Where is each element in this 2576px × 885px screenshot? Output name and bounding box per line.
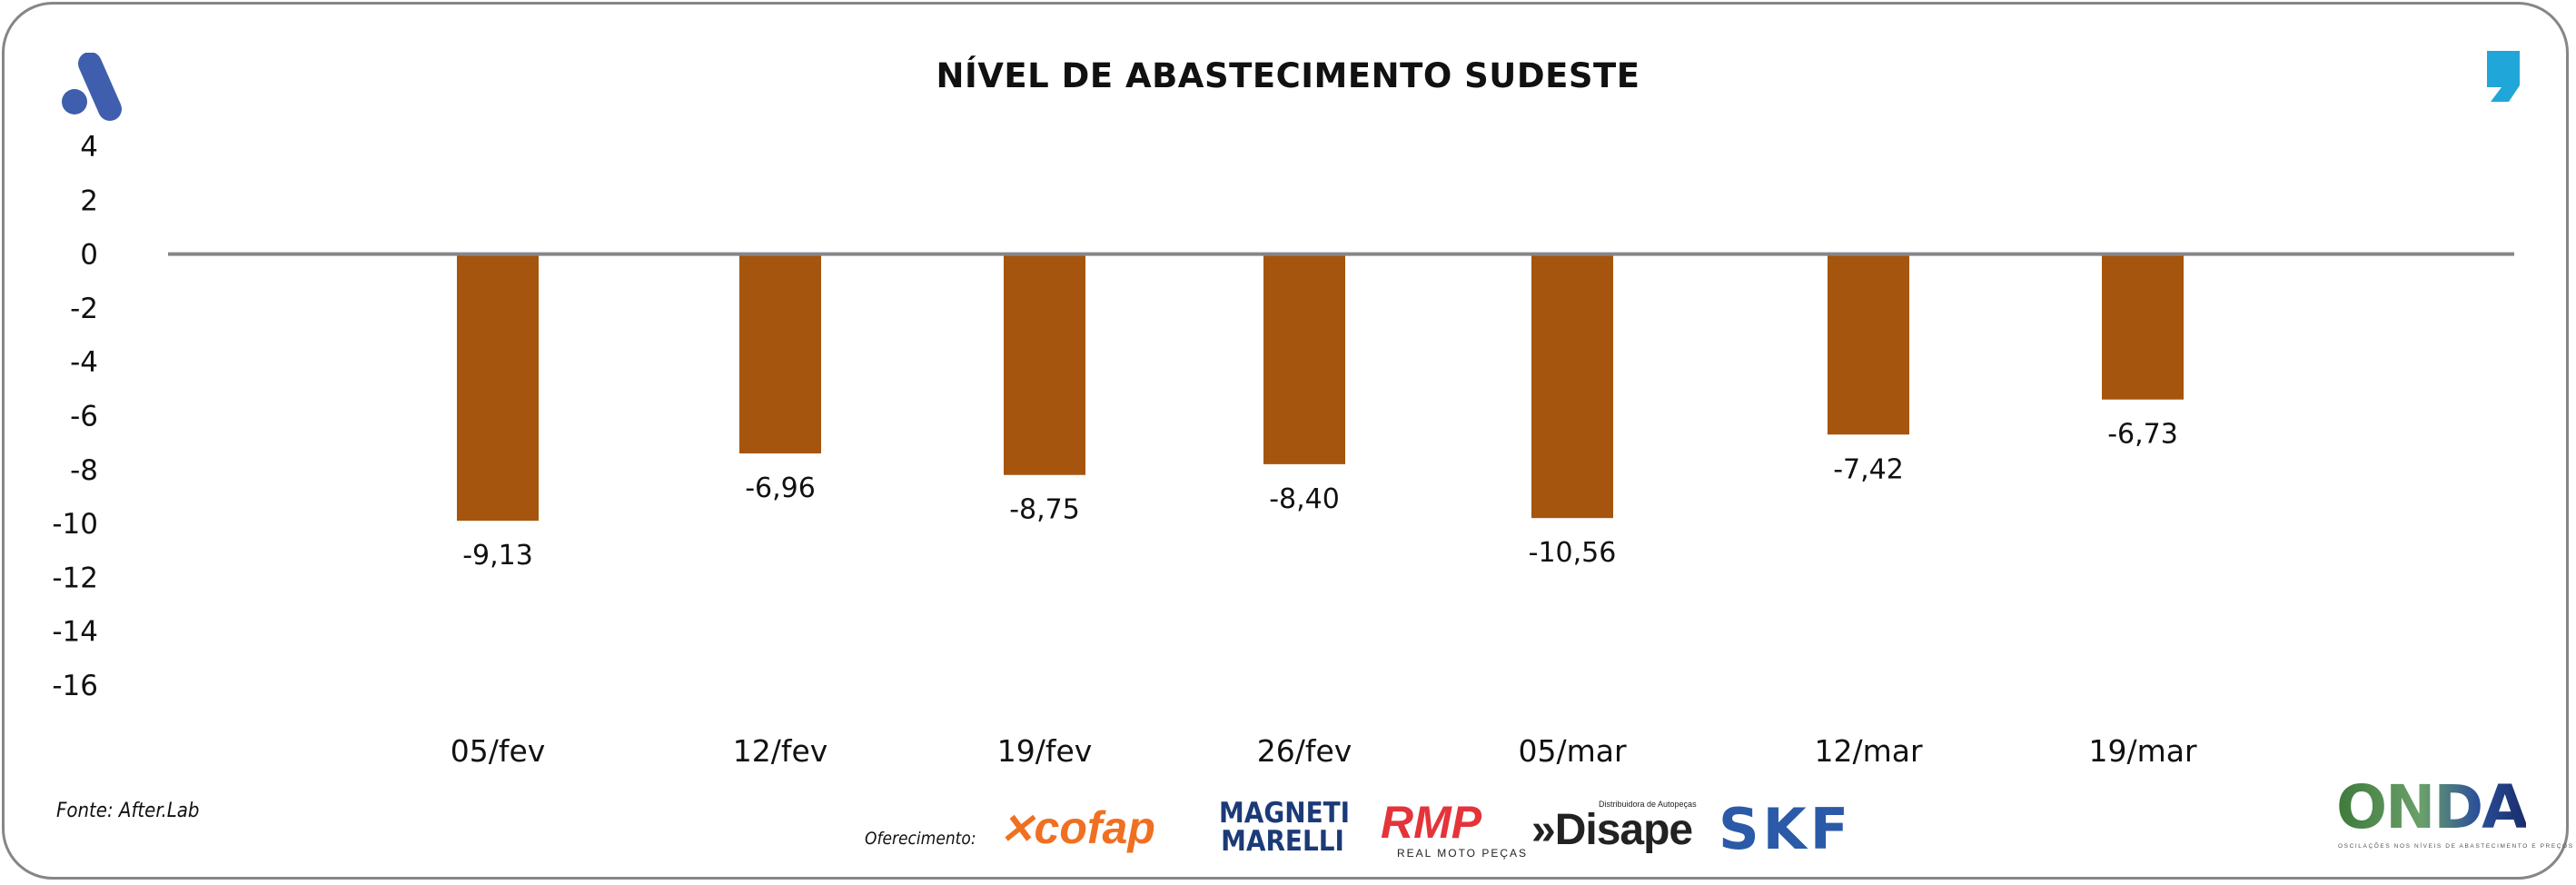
magneti-marelli-logo: MAGNETI MARELLI <box>1219 797 1351 858</box>
y-tick-label: 0 <box>80 239 98 272</box>
y-tick-label: -2 <box>70 293 98 325</box>
onda-tagline: OSCILAÇÕES NOS NÍVEIS DE ABASTECIMENTO E… <box>2338 843 2574 850</box>
y-tick-label: 2 <box>80 184 98 217</box>
quote-logo-icon <box>2487 51 2520 102</box>
bar <box>1531 254 1613 519</box>
y-tick-label: -16 <box>52 670 98 702</box>
y-tick-label: -10 <box>52 508 98 541</box>
cofap-logo: ✕cofap <box>999 802 1155 853</box>
disape-tagline: Distribuidora de Autopeças <box>1599 800 1697 809</box>
data-label: -7,42 <box>1833 453 1904 485</box>
disape-logo: »Disape <box>1531 806 1693 854</box>
y-tick-label: -12 <box>52 562 98 594</box>
x-tick-label: 26/fev <box>1257 733 1352 769</box>
source-note: Fonte: After.Lab <box>56 800 200 822</box>
bar <box>739 254 821 454</box>
sponsor-label: Oferecimento: <box>865 829 976 849</box>
bar <box>1828 254 1909 435</box>
x-tick-label: 05/mar <box>1518 733 1626 769</box>
rmp-logo: RMP <box>1381 797 1482 848</box>
rmp-tagline: REAL MOTO PEÇAS <box>1397 847 1529 860</box>
y-tick-label: 4 <box>80 131 98 164</box>
bar <box>1004 254 1085 475</box>
data-label: -9,13 <box>462 540 533 572</box>
data-label: -6,73 <box>2107 419 2178 451</box>
x-tick-label: 19/fev <box>997 733 1093 769</box>
skf-logo: SKF <box>1719 796 1853 862</box>
y-tick-label: -14 <box>52 616 98 649</box>
x-tick-label: 12/fev <box>733 733 828 769</box>
data-label: -10,56 <box>1529 537 1617 569</box>
x-tick-label: 19/mar <box>2088 733 2196 769</box>
y-tick-label: -8 <box>70 454 98 487</box>
y-tick-label: -4 <box>70 346 98 379</box>
bar <box>2102 254 2184 400</box>
x-tick-label: 12/mar <box>1814 733 1922 769</box>
afterlab-logo-icon <box>62 53 122 121</box>
onda-logo: ONDA <box>2336 772 2528 842</box>
bar <box>1263 254 1345 464</box>
data-label: -8,75 <box>1009 494 1080 526</box>
x-tick-label: 05/fev <box>451 733 546 769</box>
data-label: -6,96 <box>745 472 816 504</box>
data-label: -8,40 <box>1269 483 1340 515</box>
bar <box>457 254 539 522</box>
y-tick-label: -6 <box>70 401 98 433</box>
chart-title: NÍVEL DE ABASTECIMENTO SUDESTE <box>936 56 1640 95</box>
